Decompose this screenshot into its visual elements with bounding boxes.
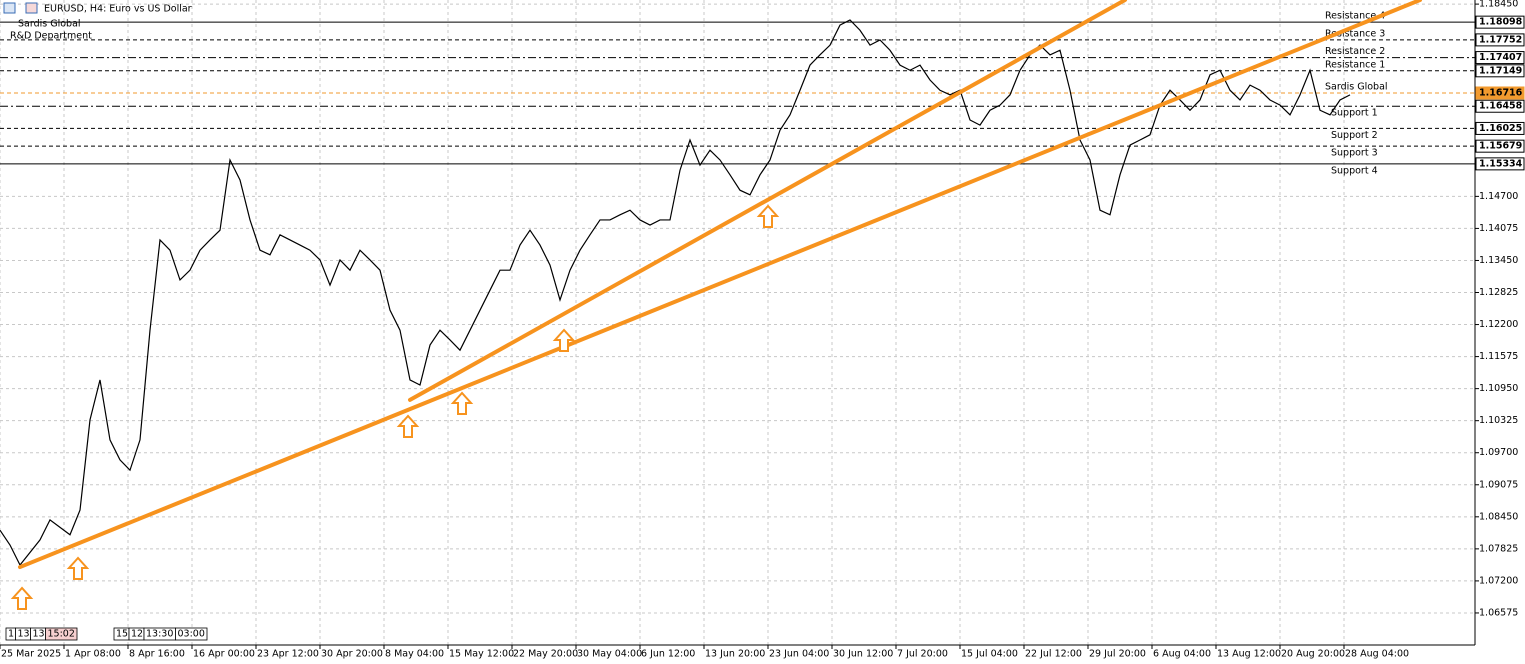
level-price-box <box>1475 99 1525 113</box>
y-tick-label: 1.10325 <box>1479 415 1518 426</box>
time-marker: 15 <box>116 629 128 640</box>
x-tick-label: 1 Apr 08:00 <box>65 649 121 660</box>
level-price-box <box>1475 86 1525 100</box>
x-tick-label: 22 May 20:00 <box>513 649 578 660</box>
level-price-box <box>1475 64 1525 78</box>
y-tick-label: 1.09075 <box>1479 479 1518 490</box>
price-axis <box>1475 0 1525 664</box>
y-tick-label: 1.06575 <box>1479 607 1518 618</box>
arrows <box>10 204 780 610</box>
icon <box>3 2 16 14</box>
level-label: Resistance 3 <box>1325 28 1385 39</box>
y-tick-label: 1.11575 <box>1479 351 1518 362</box>
level-label: Resistance 4 <box>1325 11 1385 22</box>
x-tick-label: 28 Aug 04:00 <box>1345 649 1409 660</box>
time-marker-box <box>175 627 208 641</box>
time-marker: 13:30 <box>146 629 173 640</box>
y-tick-label: 1.14700 <box>1479 191 1518 202</box>
level-price-label: 1.16025 <box>1479 123 1522 134</box>
level-label: Support 4 <box>1331 165 1378 176</box>
level-price-label: 1.16458 <box>1479 101 1523 112</box>
level-label: Resistance 2 <box>1325 46 1385 57</box>
y-tick-label: 1.12825 <box>1479 287 1518 298</box>
subtitle: Sardis Global <box>18 19 81 30</box>
chart-title: EURUSD, H4: Euro vs US Dollar <box>44 4 192 15</box>
trendline <box>18 0 1422 570</box>
up-arrow <box>756 204 780 228</box>
time-marker: 1 <box>8 629 14 640</box>
icon <box>25 2 38 14</box>
x-tick-label: 22 Jul 12:00 <box>1025 649 1082 660</box>
level-price-label: 1.16716 <box>1479 88 1523 99</box>
header: EURUSD, H4: Euro vs US Dollar Sardis Glo… <box>3 2 192 42</box>
up-arrow <box>396 414 420 438</box>
x-tick-label: 25 Mar 2025 <box>1 649 61 660</box>
x-tick-label: 13 Jun 20:00 <box>705 649 765 660</box>
level-price-label: 1.17407 <box>1479 52 1522 63</box>
level-price-box <box>1475 121 1525 135</box>
up-arrow <box>552 328 576 352</box>
y-tick-label: 1.10950 <box>1479 383 1518 394</box>
level-price-box <box>1475 33 1525 47</box>
time-marker: 12 <box>131 629 143 640</box>
y-tick-label: 1.18450 <box>1479 0 1518 10</box>
trendline <box>408 0 1127 402</box>
level-label: Support 1 <box>1331 108 1378 119</box>
price-line <box>0 19 1351 567</box>
x-tick-label: 23 Jun 04:00 <box>769 649 829 660</box>
level-price-box <box>1475 51 1525 65</box>
level-label: Support 3 <box>1331 148 1378 159</box>
trendlines <box>18 0 1422 570</box>
y-tick-label: 1.14075 <box>1479 223 1518 234</box>
time-marker: 15:02 <box>48 629 75 640</box>
x-tick-label: 23 Apr 12:00 <box>257 649 319 660</box>
level-label: Support 2 <box>1331 130 1378 141</box>
levels: Resistance 4 Resistance 3 Resistance 2 Resi… <box>0 11 1475 176</box>
x-tick-label: 8 Apr 16:00 <box>129 649 185 660</box>
time-marker: 13 <box>18 629 30 640</box>
x-tick-label: 20 Aug 20:00 <box>1281 649 1345 660</box>
y-tick-label: 1.09700 <box>1479 447 1518 458</box>
y-tick-label: 1.12200 <box>1479 319 1518 330</box>
time-marker: 03:00 <box>178 629 205 640</box>
series <box>0 19 1351 567</box>
up-arrow <box>66 556 90 580</box>
x-tick-label: 15 May 12:00 <box>449 649 514 660</box>
level-price-box <box>1475 15 1525 29</box>
x-tick-label: 6 Aug 04:00 <box>1153 649 1211 660</box>
x-tick-label: 7 Jul 20:00 <box>897 649 948 660</box>
level-price-label: 1.15334 <box>1479 158 1523 169</box>
level-label: Resistance 1 <box>1325 59 1385 70</box>
time-markers: 1 13 13 15:02 15 12 13:30 03:00 <box>5 627 208 641</box>
level-price-label: 1.17149 <box>1479 65 1522 76</box>
y-tick-label: 1.07825 <box>1479 543 1518 554</box>
level-price-box <box>1475 157 1525 171</box>
y-tick-label: 1.13450 <box>1479 255 1518 266</box>
x-tick-label: 6 Jun 12:00 <box>641 649 695 660</box>
level-label: Sardis Global <box>1325 82 1388 93</box>
time-marker: 13 <box>33 629 45 640</box>
level-price-box <box>1475 139 1525 153</box>
up-arrow <box>450 391 474 415</box>
level-price-label: 1.17752 <box>1479 34 1522 45</box>
x-tick-label: 30 Jun 12:00 <box>833 649 893 660</box>
x-tick-label: 30 Apr 20:00 <box>321 649 383 660</box>
x-tick-label: 30 May 04:00 <box>577 649 642 660</box>
subtitle: R&D Department <box>10 31 92 42</box>
level-price-label: 1.15679 <box>1479 141 1522 152</box>
x-tick-label: 15 Jul 04:00 <box>961 649 1018 660</box>
x-tick-label: 8 May 04:00 <box>385 649 444 660</box>
y-tick-label: 1.08450 <box>1479 511 1518 522</box>
x-tick-label: 13 Aug 12:00 <box>1217 649 1281 660</box>
up-arrow <box>10 586 34 610</box>
x-tick-label: 29 Jul 20:00 <box>1089 649 1146 660</box>
y-tick-label: 1.07200 <box>1479 575 1518 586</box>
time-marker-box <box>45 627 78 641</box>
level-price-label: 1.18098 <box>1479 17 1523 28</box>
x-tick-label: 16 Apr 00:00 <box>193 649 255 660</box>
